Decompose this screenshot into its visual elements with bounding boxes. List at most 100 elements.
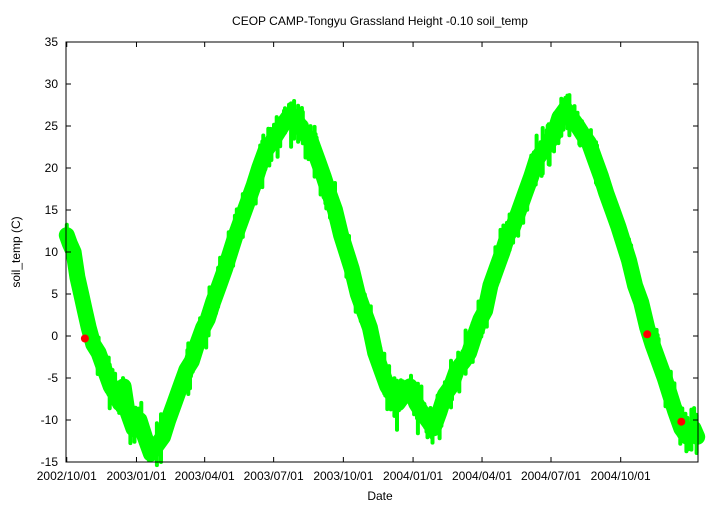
- data-point: [194, 341, 201, 348]
- data-point: [160, 433, 166, 440]
- x-tick-label: 2003/04/01: [175, 469, 235, 483]
- data-point: [227, 249, 234, 255]
- data-point: [200, 324, 207, 331]
- data-point: [493, 265, 500, 272]
- data-point: [238, 215, 245, 222]
- data-point: [471, 333, 478, 339]
- data-point: [460, 358, 467, 365]
- data-point: [120, 383, 127, 390]
- flagged-point: [80, 334, 89, 343]
- y-tick-label: -5: [47, 371, 58, 385]
- data-point: [210, 299, 216, 306]
- data-point: [638, 299, 645, 306]
- data-point: [516, 207, 523, 213]
- data-point: [562, 106, 569, 113]
- data-point: [533, 156, 540, 163]
- data-point: [360, 307, 367, 314]
- data-point: [499, 249, 506, 255]
- data-point: [113, 391, 119, 398]
- data-point: [545, 139, 552, 146]
- data-point: [413, 400, 420, 407]
- data-point: [297, 123, 304, 129]
- data-point: [95, 349, 102, 356]
- data-point: [694, 433, 701, 440]
- data-point: [130, 425, 137, 432]
- data-point: [262, 148, 269, 155]
- data-point: [632, 282, 639, 289]
- data-point: [81, 307, 88, 314]
- data-point: [101, 366, 108, 373]
- data-point: [539, 148, 546, 155]
- plot-frame: [65, 41, 699, 463]
- data-point: [332, 207, 338, 213]
- data-point: [308, 139, 315, 146]
- series-flagged: [80, 330, 686, 426]
- data-point: [436, 408, 443, 415]
- data-point: [454, 366, 460, 373]
- data-point: [70, 249, 77, 255]
- y-tick-label: -15: [41, 455, 59, 469]
- data-point: [551, 131, 557, 138]
- data-point: [141, 433, 148, 440]
- data-point: [177, 383, 184, 390]
- data-point: [171, 400, 178, 407]
- data-point: [672, 408, 679, 415]
- data-point: [285, 114, 291, 121]
- data-point: [510, 223, 517, 230]
- data-point: [63, 232, 70, 239]
- data-point: [482, 307, 489, 314]
- data-point: [407, 383, 413, 390]
- data-point: [366, 324, 373, 331]
- data-point: [441, 391, 448, 398]
- data-point: [591, 156, 598, 163]
- data-point: [291, 114, 298, 121]
- data-point: [684, 433, 691, 440]
- x-tick-label: 2002/10/01: [37, 469, 97, 483]
- data-point: [232, 232, 239, 239]
- data-point: [477, 316, 484, 323]
- data-point: [579, 131, 586, 138]
- data-point: [136, 417, 143, 423]
- data-point: [649, 341, 656, 348]
- y-axis-label: soil_temp (C): [9, 216, 23, 287]
- y-tick-label: 15: [45, 203, 59, 217]
- data-point: [644, 324, 651, 331]
- data-point: [424, 417, 431, 423]
- x-tick-label: 2004/01/01: [383, 469, 443, 483]
- data-point: [302, 131, 309, 138]
- data-point: [107, 383, 114, 390]
- data-point: [268, 139, 275, 146]
- x-tick-label: 2004/07/01: [521, 469, 581, 483]
- data-point: [343, 249, 350, 255]
- data-layer: [58, 93, 706, 468]
- x-tick-label: 2003/01/01: [106, 469, 166, 483]
- x-axis-label: Date: [367, 489, 393, 503]
- data-point: [338, 232, 345, 239]
- data-point: [487, 282, 494, 289]
- data-point: [216, 282, 223, 289]
- data-point: [430, 425, 437, 432]
- data-point: [528, 173, 535, 180]
- data-point: [389, 391, 396, 398]
- data-point: [620, 240, 627, 247]
- data-point: [448, 383, 454, 390]
- data-point: [74, 274, 81, 281]
- data-point: [609, 207, 616, 213]
- data-point: [222, 265, 229, 272]
- data-point: [85, 324, 92, 331]
- data-point: [574, 123, 581, 129]
- data-point: [615, 223, 622, 230]
- y-tick-label: 0: [51, 329, 58, 343]
- data-point: [384, 383, 391, 390]
- data-point: [273, 131, 280, 138]
- data-point: [116, 400, 123, 407]
- data-point: [690, 425, 697, 432]
- flagged-point: [677, 417, 686, 426]
- series-band: [58, 101, 706, 462]
- data-point: [678, 425, 685, 432]
- data-point: [188, 358, 195, 365]
- data-point: [244, 198, 251, 205]
- data-point: [78, 291, 85, 297]
